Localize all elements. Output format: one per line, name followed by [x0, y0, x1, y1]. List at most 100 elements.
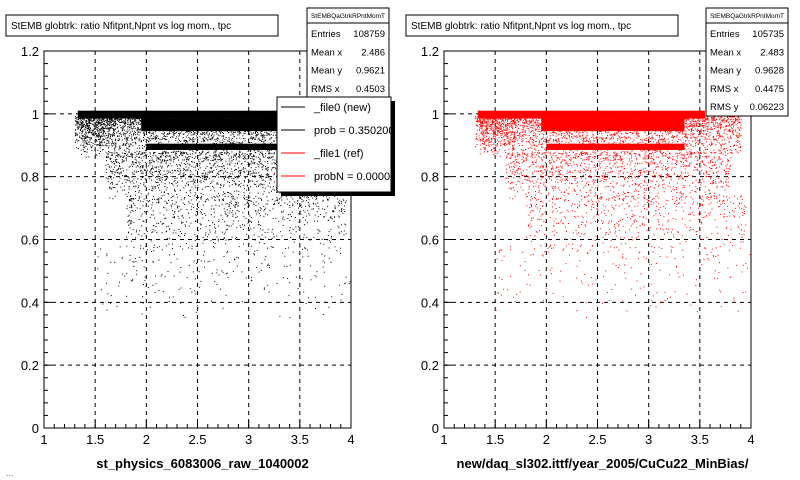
- scatter-point: [87, 128, 89, 130]
- scatter-point: [254, 138, 255, 140]
- scatter-point: [253, 204, 255, 205]
- scatter-point: [152, 167, 154, 169]
- scatter-point: [161, 152, 163, 154]
- scatter-point: [139, 182, 141, 184]
- scatter-point: [265, 203, 267, 205]
- scatter-point: [219, 195, 221, 197]
- scatter-point: [175, 153, 177, 155]
- scatter-point: [97, 136, 99, 138]
- scatter-point: [96, 139, 98, 141]
- scatter-point: [161, 167, 163, 169]
- scatter-point: [93, 122, 95, 124]
- scatter-point: [135, 194, 136, 196]
- scatter-point: [228, 140, 230, 142]
- scatter-point: [200, 180, 202, 182]
- scatter-point: [237, 134, 239, 136]
- scatter-point: [194, 181, 196, 183]
- scatter-point: [328, 247, 330, 249]
- scatter-point: [242, 229, 244, 230]
- scatter-point: [260, 131, 262, 132]
- scatter-point: [134, 210, 136, 212]
- scatter-point: [271, 231, 273, 233]
- scatter-point: [249, 132, 251, 134]
- scatter-point: [161, 176, 163, 178]
- scatter-point: [270, 179, 272, 181]
- scatter-point: [126, 131, 128, 133]
- scatter-point: [169, 163, 171, 165]
- scatter-point: [111, 154, 113, 156]
- scatter-point: [255, 205, 257, 207]
- scatter-point: [153, 153, 155, 155]
- scatter-point: [253, 172, 255, 174]
- scatter-point: [226, 163, 228, 165]
- scatter-point: [213, 158, 215, 160]
- scatter-point: [191, 161, 192, 163]
- scatter-point: [269, 157, 271, 159]
- scatter-point: [323, 243, 325, 245]
- scatter-point: [115, 171, 117, 173]
- scatter-point: [88, 131, 90, 133]
- scatter-point: [188, 158, 190, 160]
- scatter-point: [192, 137, 194, 139]
- scatter-point: [74, 120, 76, 122]
- scatter-point: [216, 154, 217, 156]
- scatter-point: [148, 162, 150, 164]
- scatter-point: [259, 139, 261, 141]
- scatter-point: [258, 150, 260, 152]
- scatter-point: [83, 146, 85, 148]
- scatter-point: [206, 185, 208, 187]
- scatter-point: [218, 205, 220, 207]
- scatter-point: [103, 134, 105, 136]
- scatter-point: [259, 209, 261, 211]
- scatter-point: [213, 196, 215, 197]
- scatter-point: [274, 200, 276, 202]
- scatter-point: [196, 208, 198, 210]
- scatter-point: [220, 160, 222, 162]
- scatter-point: [179, 134, 180, 136]
- scatter-point: [99, 119, 101, 121]
- scatter-point: [253, 198, 255, 200]
- scatter-point: [123, 134, 124, 136]
- scatter-point: [225, 203, 227, 205]
- scatter-point: [114, 133, 116, 134]
- scatter-point: [196, 130, 198, 132]
- scatter-point: [177, 157, 179, 159]
- scatter-point: [329, 241, 331, 243]
- scatter-point: [147, 201, 149, 203]
- scatter-point: [144, 169, 146, 171]
- scatter-point: [109, 124, 111, 126]
- scatter-point: [282, 216, 284, 218]
- scatter-point: [329, 216, 331, 218]
- scatter-point: [193, 179, 195, 181]
- scatter-point: [152, 155, 154, 157]
- scatter-point: [287, 214, 289, 216]
- scatter-point: [101, 127, 103, 129]
- scatter-point: [136, 129, 138, 131]
- scatter-point: [145, 169, 147, 171]
- scatter-point: [83, 126, 85, 128]
- scatter-point: [241, 162, 243, 164]
- scatter-point: [173, 161, 175, 163]
- scatter-point: [144, 170, 146, 171]
- scatter-point: [166, 230, 168, 232]
- scatter-point: [262, 229, 264, 231]
- scatter-point: [179, 132, 181, 134]
- scatter-point: [223, 208, 225, 210]
- scatter-point: [242, 212, 244, 214]
- scatter-point: [173, 156, 175, 158]
- scatter-point: [136, 207, 138, 209]
- scatter-point: [217, 159, 219, 161]
- scatter-point: [107, 118, 109, 120]
- scatter-point: [250, 172, 252, 174]
- scatter-point: [131, 155, 133, 157]
- scatter-point: [139, 151, 141, 153]
- scatter-point: [263, 210, 265, 212]
- scatter-point: [187, 195, 189, 196]
- scatter-point: [259, 213, 261, 215]
- scatter-point: [178, 205, 180, 207]
- scatter-point: [108, 142, 110, 144]
- scatter-point: [79, 137, 81, 139]
- scatter-point: [258, 221, 260, 223]
- scatter-point: [218, 155, 220, 156]
- scatter-point: [158, 202, 160, 204]
